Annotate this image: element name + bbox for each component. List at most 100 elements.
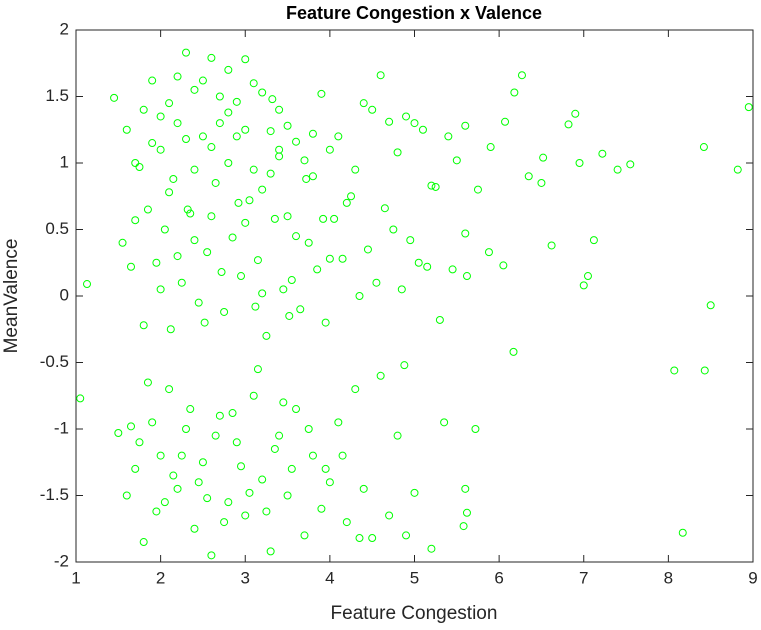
scatter-point — [186, 405, 195, 414]
scatter-point — [285, 311, 294, 320]
scatter-point — [368, 105, 377, 114]
scatter-point — [194, 298, 203, 307]
scatter-point — [325, 145, 334, 154]
scatter-point — [241, 125, 250, 134]
scatter-point — [224, 498, 233, 507]
scatter-point — [287, 276, 296, 285]
scatter-point — [156, 451, 165, 460]
scatter-point — [406, 236, 415, 245]
scatter-point — [245, 196, 254, 205]
x-tick-label: 5 — [410, 568, 419, 587]
scatter-point — [325, 254, 334, 263]
scatter-point — [237, 462, 246, 471]
scatter-point — [228, 233, 237, 242]
scatter-point — [135, 438, 144, 447]
scatter-point — [237, 272, 246, 281]
scatter-point — [347, 192, 356, 201]
scatter-point — [510, 88, 519, 97]
y-tick-label: -1 — [54, 418, 69, 437]
scatter-point — [76, 394, 85, 403]
scatter-point — [462, 272, 471, 281]
scatter-point — [444, 132, 453, 141]
scatter-point — [258, 185, 267, 194]
scatter-point — [122, 491, 131, 500]
scatter-point — [699, 143, 708, 152]
scatter-point — [402, 112, 411, 121]
scatter-point — [165, 385, 174, 394]
scatter-point — [156, 285, 165, 294]
scatter-point — [241, 511, 250, 520]
scatter-point — [459, 522, 468, 531]
scatter-point — [325, 478, 334, 487]
scatter-point — [461, 121, 470, 130]
scatter-point — [296, 305, 305, 314]
scatter-point — [207, 212, 216, 221]
scatter-point — [262, 507, 271, 516]
scatter-point — [173, 252, 182, 261]
y-axis-label: MeanValence — [1, 239, 22, 354]
scatter-point — [598, 149, 607, 158]
x-tick-label: 9 — [748, 568, 757, 587]
y-tick-label: 0.5 — [45, 219, 69, 238]
scatter-point — [509, 347, 518, 356]
scatter-point — [169, 471, 178, 480]
scatter-point — [304, 425, 313, 433]
scatter-point — [203, 248, 212, 257]
scatter-point — [626, 160, 635, 169]
scatter-point — [431, 182, 440, 191]
scatter-point — [376, 371, 385, 380]
scatter-point — [342, 518, 351, 527]
scatter-point — [393, 431, 402, 440]
scatter-point — [427, 181, 436, 190]
scatter-point — [152, 258, 161, 267]
scatter-point — [114, 428, 123, 437]
scatter-point — [706, 301, 715, 310]
scatter-point — [127, 422, 136, 431]
scatter-point — [198, 132, 207, 141]
scatter-point — [410, 488, 419, 497]
scatter-point — [148, 139, 157, 148]
scatter-point — [564, 120, 573, 129]
scatter-point — [266, 127, 275, 136]
scatter-point — [253, 365, 262, 374]
scatter-point — [258, 88, 267, 97]
scatter-point — [156, 145, 165, 154]
scatter-point — [215, 119, 224, 128]
scatter-point — [207, 53, 216, 62]
scatter-point — [182, 48, 191, 57]
scatter-point — [700, 366, 709, 375]
scatter-point — [571, 109, 580, 118]
scatter-point — [165, 188, 174, 197]
scatter-point — [292, 137, 301, 146]
scatter-point — [160, 225, 169, 234]
scatter-point — [368, 534, 377, 543]
scatter-point — [486, 143, 495, 152]
scatter-point — [300, 156, 309, 165]
scatter-point — [217, 268, 226, 277]
scatter-point — [173, 72, 182, 81]
y-tick-label: -0.5 — [40, 352, 69, 371]
scatter-point — [207, 143, 216, 152]
scatter-point — [733, 165, 742, 174]
scatter-point — [302, 174, 311, 183]
scatter-point — [215, 92, 224, 101]
scatter-point — [156, 112, 165, 121]
scatter-point — [389, 225, 398, 234]
scatter-point — [131, 464, 140, 473]
x-tick-label: 3 — [241, 568, 250, 587]
scatter-point — [266, 547, 275, 556]
scatter-point — [262, 331, 271, 340]
scatter-point — [122, 125, 131, 134]
scatter-point — [241, 55, 250, 64]
scatter-point — [524, 172, 533, 181]
scatter-point — [245, 488, 254, 497]
scatter-point — [308, 129, 317, 138]
scatter-point — [338, 451, 347, 460]
scatter-point — [427, 544, 436, 553]
scatter-point — [547, 241, 556, 250]
scatter-point — [287, 464, 296, 473]
scatter-point — [232, 132, 241, 141]
scatter-point — [308, 172, 317, 181]
scatter-point — [402, 531, 411, 540]
